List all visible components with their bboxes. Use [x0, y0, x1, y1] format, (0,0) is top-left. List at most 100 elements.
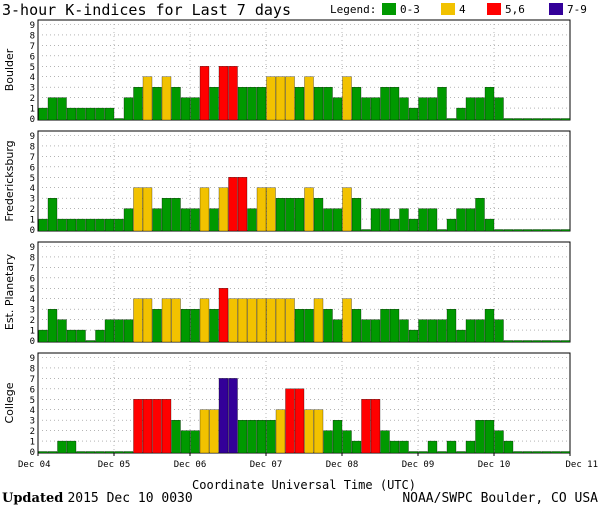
x-tick-label: Dec 09: [402, 460, 435, 470]
kindex-bar: [171, 87, 181, 121]
legend-swatch: [382, 3, 396, 15]
kindex-bar: [418, 319, 428, 343]
kindex-bar: [66, 107, 77, 121]
kindex-bar: [76, 107, 86, 121]
kindex-bar: [85, 340, 96, 343]
kindex-bar: [142, 76, 153, 121]
kindex-bar: [503, 340, 514, 343]
kindex-bar: [38, 218, 48, 232]
kindex-bar: [399, 97, 409, 121]
y-tick-label: 9: [30, 354, 35, 364]
legend-item-0-3: 0-3: [382, 2, 420, 18]
kindex-bar: [237, 420, 248, 454]
y-tick-label: 2: [30, 94, 35, 104]
kindex-bar: [85, 107, 96, 121]
kindex-bar: [190, 309, 200, 343]
kindex-bar: [351, 440, 362, 454]
kindex-bar: [560, 229, 571, 232]
kindex-bar: [475, 198, 485, 232]
kindex-bar: [313, 409, 324, 454]
kindex-bar: [503, 229, 514, 232]
kindex-bar: [180, 208, 191, 232]
kindex-bar: [408, 218, 419, 232]
kindex-bar: [266, 420, 276, 454]
kindex-bar: [133, 399, 143, 454]
kindex-bar: [247, 208, 257, 232]
kindex-bar: [152, 208, 162, 232]
kindex-bar: [57, 97, 67, 121]
kindex-bar: [228, 66, 238, 121]
kindex-bar: [427, 319, 438, 343]
y-tick-label: 1: [30, 327, 35, 337]
kindex-bar: [456, 329, 466, 343]
kindex-bar: [408, 329, 419, 343]
kindex-bar: [266, 298, 276, 343]
kindex-bar: [494, 430, 504, 454]
kindex-bar: [199, 66, 210, 121]
y-tick-label: 7: [30, 264, 35, 274]
kindex-bar: [560, 118, 571, 121]
kindex-bar: [351, 198, 362, 232]
kindex-bar: [76, 451, 86, 454]
kindex-bar: [342, 76, 352, 121]
kindex-bar: [275, 409, 286, 454]
kindex-bar: [484, 420, 495, 454]
kindex-bar: [95, 107, 105, 121]
legend-label: Legend:: [330, 3, 377, 16]
kindex-bar: [256, 187, 267, 232]
y-tick-label: 4: [30, 406, 35, 416]
kindex-bar: [361, 399, 371, 454]
kindex-bar: [475, 420, 485, 454]
kindex-bar: [446, 309, 457, 343]
kindex-bar: [161, 198, 172, 232]
kindex-bar: [427, 208, 438, 232]
kindex-bar: [85, 218, 96, 232]
kindex-bar: [199, 409, 210, 454]
kindex-bar: [104, 218, 115, 232]
y-tick-label: 3: [30, 306, 35, 316]
kindex-bar: [218, 288, 229, 343]
kindex-bar: [418, 97, 428, 121]
panel-label: Fredericksburg: [3, 140, 16, 221]
kindex-bar: [541, 451, 552, 454]
legend-item-4: 4: [441, 2, 466, 18]
kindex-bar: [551, 451, 561, 454]
kindex-bar: [484, 309, 495, 343]
kindex-bar: [256, 87, 267, 121]
kindex-bar: [560, 451, 571, 454]
kindex-bar: [47, 97, 58, 121]
kindex-bar: [104, 319, 115, 343]
y-tick-label: 6: [30, 163, 35, 173]
kindex-bar: [323, 87, 333, 121]
kindex-bar: [133, 87, 143, 121]
kindex-bar: [408, 451, 419, 454]
kindex-bar: [114, 451, 124, 454]
kindex-bar: [294, 198, 305, 232]
kindex-bar: [532, 340, 542, 343]
y-tick-label: 9: [30, 21, 35, 31]
kindex-bar: [142, 298, 153, 343]
x-tick-label: Dec 04: [18, 460, 51, 470]
kindex-bar: [275, 298, 286, 343]
kindex-bar: [275, 76, 286, 121]
kindex-bar: [494, 319, 504, 343]
y-tick-label: 1: [30, 105, 35, 115]
page-title: 3-hour K-indices for Last 7 days: [2, 1, 291, 19]
kindex-bar: [418, 451, 428, 454]
legend-item-5-6: 5,6: [487, 2, 525, 18]
x-tick-label: Dec 05: [98, 460, 131, 470]
kindex-bar: [294, 87, 305, 121]
kindex-bar: [95, 451, 105, 454]
kindex-bar: [285, 388, 295, 454]
y-tick-label: 4: [30, 184, 35, 194]
kindex-bar: [484, 218, 495, 232]
kindex-bar: [152, 309, 162, 343]
kindex-bar: [418, 208, 428, 232]
kindex-bar: [551, 340, 561, 343]
kindex-bar: [38, 451, 48, 454]
kindex-bar: [484, 87, 495, 121]
kindex-bar: [361, 229, 371, 232]
panel-label: Boulder: [3, 48, 16, 91]
kindex-bar: [104, 451, 115, 454]
kindex-bar: [209, 409, 219, 454]
